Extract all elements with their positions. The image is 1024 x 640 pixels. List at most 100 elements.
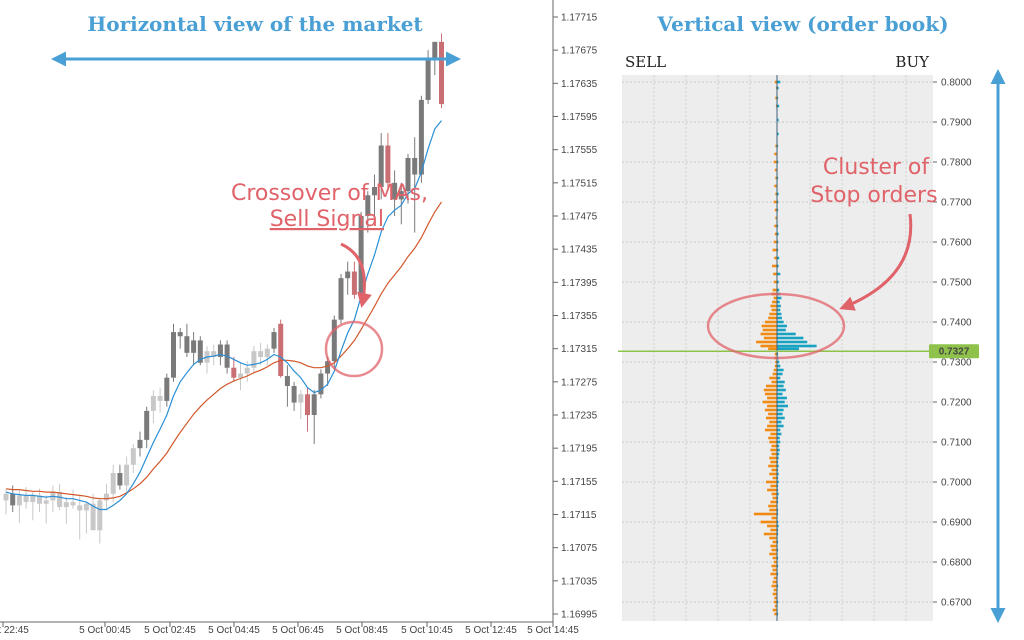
sell-order-bar bbox=[773, 368, 777, 372]
buy-order-bar bbox=[777, 524, 779, 528]
buy-order-bar bbox=[777, 564, 779, 568]
sell-order-bar bbox=[773, 200, 777, 204]
sell-order-bar bbox=[772, 288, 777, 292]
buy-order-bar bbox=[777, 300, 780, 304]
candle bbox=[63, 497, 69, 524]
time-tick-label: 5 Oct 14:45 bbox=[527, 625, 579, 636]
buy-order-bar bbox=[777, 376, 781, 380]
sell-order-bar bbox=[772, 556, 777, 560]
candle bbox=[217, 340, 223, 366]
candle-body bbox=[351, 271, 357, 295]
sell-order-bar bbox=[771, 380, 777, 384]
sell-order-bar bbox=[763, 532, 777, 536]
candle-body bbox=[345, 271, 351, 279]
buy-order-bar bbox=[777, 192, 779, 196]
candle bbox=[177, 327, 183, 349]
buy-order-bar bbox=[777, 468, 779, 472]
sell-order-bar bbox=[760, 332, 777, 336]
candle bbox=[392, 170, 398, 216]
sell-order-bar bbox=[772, 248, 777, 252]
candle bbox=[130, 444, 136, 474]
buy-order-bar bbox=[777, 160, 779, 164]
buy-order-bar bbox=[777, 240, 779, 244]
candle-body bbox=[43, 500, 49, 504]
candle-body bbox=[110, 473, 116, 494]
sell-order-bar bbox=[773, 272, 777, 276]
candle-body bbox=[238, 373, 243, 378]
buy-order-bar bbox=[777, 118, 779, 122]
candle-body bbox=[392, 182, 398, 200]
candle bbox=[124, 456, 130, 494]
sell-order-bar bbox=[771, 516, 777, 520]
sell-order-bar bbox=[772, 476, 777, 480]
buy-order-bar bbox=[777, 232, 779, 236]
candle bbox=[16, 490, 22, 523]
sell-order-bar bbox=[770, 484, 777, 488]
candle-body bbox=[197, 340, 203, 363]
sell-order-bar bbox=[773, 600, 777, 604]
price-tick-label: 1.17235 bbox=[561, 411, 598, 422]
candle-body bbox=[365, 195, 371, 216]
candle bbox=[171, 323, 176, 382]
candle-body bbox=[318, 373, 324, 395]
order-book-chart: 0.8000 0.7900 0.7800 0.7700 0.7600 0.7500 0.74… bbox=[618, 75, 979, 621]
buy-order-bar bbox=[777, 392, 783, 396]
buy-order-bar bbox=[777, 372, 783, 376]
buy-order-bar bbox=[777, 368, 784, 372]
sell-order-bar bbox=[775, 144, 777, 148]
candle-body bbox=[90, 503, 96, 531]
price-tick-label: 1.17435 bbox=[561, 245, 598, 256]
time-tick-label: 5 Oct 00:45 bbox=[79, 625, 131, 636]
order-price-tick-label: 0.6900 bbox=[941, 518, 972, 529]
buy-order-bar bbox=[777, 440, 781, 444]
buy-order-bar bbox=[777, 344, 817, 348]
sell-order-bar bbox=[770, 460, 777, 464]
sell-order-bar bbox=[772, 568, 777, 572]
candle bbox=[110, 464, 116, 503]
buy-order-bar bbox=[777, 532, 779, 536]
buy-order-bar bbox=[777, 96, 779, 100]
candle bbox=[244, 361, 250, 382]
sell-order-bar bbox=[771, 548, 777, 552]
sell-order-bar bbox=[764, 320, 777, 324]
buy-order-bar bbox=[777, 364, 781, 368]
buy-order-bar bbox=[777, 416, 785, 420]
candle bbox=[405, 153, 411, 204]
sell-order-bar bbox=[772, 300, 777, 304]
time-tick-label: 5 Oct 10:45 bbox=[401, 625, 453, 636]
buy-order-bar bbox=[777, 492, 779, 496]
candlestick-plot-area bbox=[0, 0, 553, 622]
candle-body bbox=[150, 395, 156, 411]
candle bbox=[30, 492, 36, 521]
candle-body bbox=[412, 157, 418, 175]
order-price-tick-label: 0.7100 bbox=[941, 438, 972, 449]
buy-order-bar bbox=[777, 420, 782, 424]
candle bbox=[150, 390, 156, 424]
buy-order-bar bbox=[777, 312, 782, 316]
sell-order-bar bbox=[768, 436, 777, 440]
buy-order-bar bbox=[777, 272, 781, 276]
sell-order-bar bbox=[767, 424, 777, 428]
cluster-annotation-line2: Stop orders bbox=[810, 183, 937, 208]
buy-order-bar bbox=[777, 424, 784, 428]
time-tick-label: 2 Oct 22:45 bbox=[0, 625, 29, 636]
sell-order-bar bbox=[760, 344, 777, 348]
buy-order-bar bbox=[777, 264, 779, 268]
buy-order-bar bbox=[777, 308, 781, 312]
buy-order-bar bbox=[777, 512, 779, 516]
price-tick-label: 1.17555 bbox=[561, 145, 598, 156]
candle bbox=[325, 356, 331, 386]
sell-order-bar bbox=[775, 96, 777, 100]
candle bbox=[385, 133, 391, 192]
buy-order-bar bbox=[777, 144, 779, 148]
price-tick-label: 1.17395 bbox=[561, 278, 598, 289]
sell-order-bar bbox=[764, 428, 777, 432]
sell-order-bar bbox=[772, 592, 777, 596]
buy-order-bar bbox=[777, 412, 783, 416]
candle bbox=[398, 182, 404, 225]
price-tick-label: 1.17275 bbox=[561, 377, 598, 388]
candle bbox=[284, 365, 290, 407]
sell-order-bar bbox=[761, 324, 777, 328]
buy-order-bar bbox=[777, 484, 779, 488]
candle-body bbox=[231, 367, 237, 378]
